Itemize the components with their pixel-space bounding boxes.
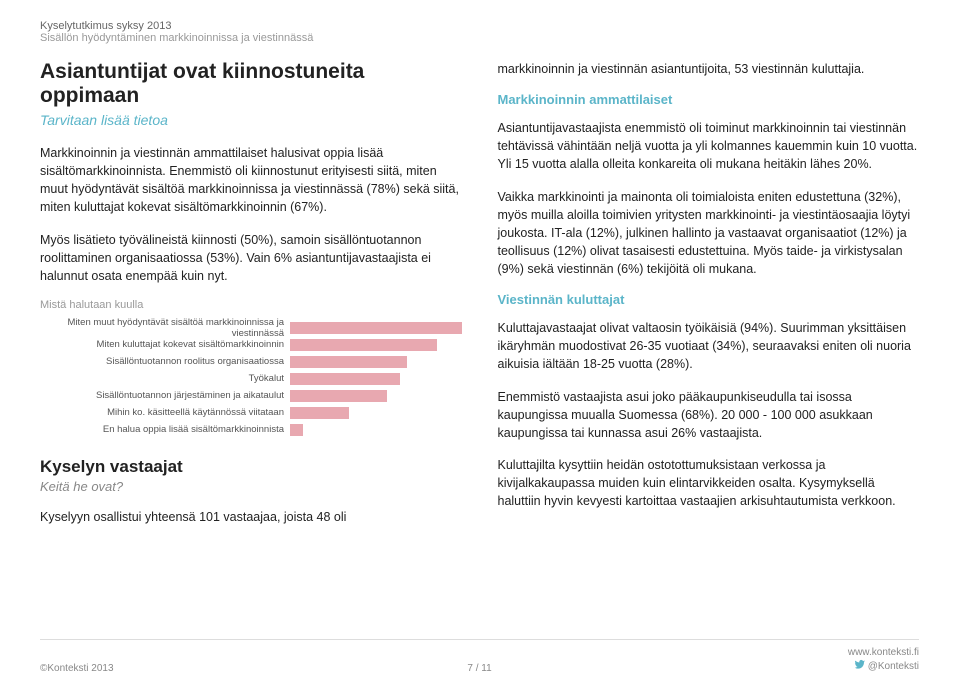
chart-bar-area xyxy=(290,407,462,419)
chart-bar xyxy=(290,407,349,419)
subsection-subtitle: Keitä he ovat? xyxy=(40,479,462,494)
chart-row-label: Miten kuluttajat kokevat sisältömarkkino… xyxy=(40,339,290,350)
footer: ©Konteksti 2013 7 / 11 www.konteksti.fi … xyxy=(40,639,919,674)
section-subtitle: Tarvitaan lisää tietoa xyxy=(40,112,462,128)
chart-bar xyxy=(290,424,303,436)
header-line1: Kyselytutkimus syksy 2013 xyxy=(40,20,919,32)
body-paragraph: Kuluttajilta kysyttiin heidän ostotottum… xyxy=(498,456,920,510)
chart-row-label: Mihin ko. käsitteellä käytännössä viitat… xyxy=(40,407,290,418)
chart-row-label: En halua oppia lisää sisältömarkkinoinni… xyxy=(40,424,290,435)
body-paragraph: Vaikka markkinointi ja mainonta oli toim… xyxy=(498,188,920,279)
chart-row: Sisällöntuotannon järjestäminen ja aikat… xyxy=(40,389,462,403)
chart-bar-area xyxy=(290,322,462,334)
chart-bar xyxy=(290,339,437,351)
chart-bar xyxy=(290,356,407,368)
twitter-icon xyxy=(854,659,865,674)
footer-website: www.konteksti.fi xyxy=(848,646,919,659)
chart-row-label: Miten muut hyödyntävät sisältöä markkino… xyxy=(40,317,290,339)
right-subheading: Viestinnän kuluttajat xyxy=(498,292,920,307)
chart-bar xyxy=(290,322,462,334)
chart-row: Työkalut xyxy=(40,372,462,386)
section-title: Asiantuntijat ovat kiinnostuneita oppima… xyxy=(40,60,462,108)
chart-bar-area xyxy=(290,390,462,402)
chart-bar xyxy=(290,373,400,385)
chart-row: Miten muut hyödyntävät sisältöä markkino… xyxy=(40,321,462,335)
chart-row-label: Työkalut xyxy=(40,373,290,384)
chart-row-label: Sisällöntuotannon roolitus organisaatios… xyxy=(40,356,290,367)
bar-chart: Miten muut hyödyntävät sisältöä markkino… xyxy=(40,321,462,437)
body-paragraph: Enemmistö vastaajista asui joko pääkaupu… xyxy=(498,388,920,442)
chart-row: Mihin ko. käsitteellä käytännössä viitat… xyxy=(40,406,462,420)
chart-bar-area xyxy=(290,339,462,351)
chart-row: En halua oppia lisää sisältömarkkinoinni… xyxy=(40,423,462,437)
chart-row-label: Sisällöntuotannon järjestäminen ja aikat… xyxy=(40,390,290,401)
chart-bar xyxy=(290,390,387,402)
chart-bar-area xyxy=(290,373,462,385)
body-paragraph: Kyselyyn osallistui yhteensä 101 vastaaj… xyxy=(40,508,462,526)
body-paragraph: Markkinoinnin ja viestinnän ammattilaise… xyxy=(40,144,462,217)
footer-copyright: ©Konteksti 2013 xyxy=(40,663,114,674)
chart-row: Sisällöntuotannon roolitus organisaatios… xyxy=(40,355,462,369)
footer-handle: @Konteksti xyxy=(868,661,919,672)
chart-bar-area xyxy=(290,424,462,436)
footer-twitter: @Konteksti xyxy=(848,659,919,674)
chart-row: Miten kuluttajat kokevat sisältömarkkino… xyxy=(40,338,462,352)
right-subheading: Markkinoinnin ammattilaiset xyxy=(498,92,920,107)
chart-bar-area xyxy=(290,356,462,368)
right-column: markkinoinnin ja viestinnän asiantuntijo… xyxy=(498,60,920,540)
body-paragraph: Asiantuntijavastaajista enemmistö oli to… xyxy=(498,119,920,173)
chart-heading: Mistä halutaan kuulla xyxy=(40,299,462,311)
header-line2: Sisällön hyödyntäminen markkinoinnissa j… xyxy=(40,32,919,44)
left-column: Asiantuntijat ovat kiinnostuneita oppima… xyxy=(40,60,462,540)
footer-right: www.konteksti.fi @Konteksti xyxy=(848,646,919,674)
body-paragraph: Kuluttajavastaajat olivat valtaosin työi… xyxy=(498,319,920,373)
body-paragraph: markkinoinnin ja viestinnän asiantuntijo… xyxy=(498,60,920,78)
main-columns: Asiantuntijat ovat kiinnostuneita oppima… xyxy=(40,60,919,540)
footer-page-number: 7 / 11 xyxy=(467,663,491,674)
subsection-title: Kyselyn vastaajat xyxy=(40,457,462,477)
body-paragraph: Myös lisätieto työvälineistä kiinnosti (… xyxy=(40,231,462,285)
